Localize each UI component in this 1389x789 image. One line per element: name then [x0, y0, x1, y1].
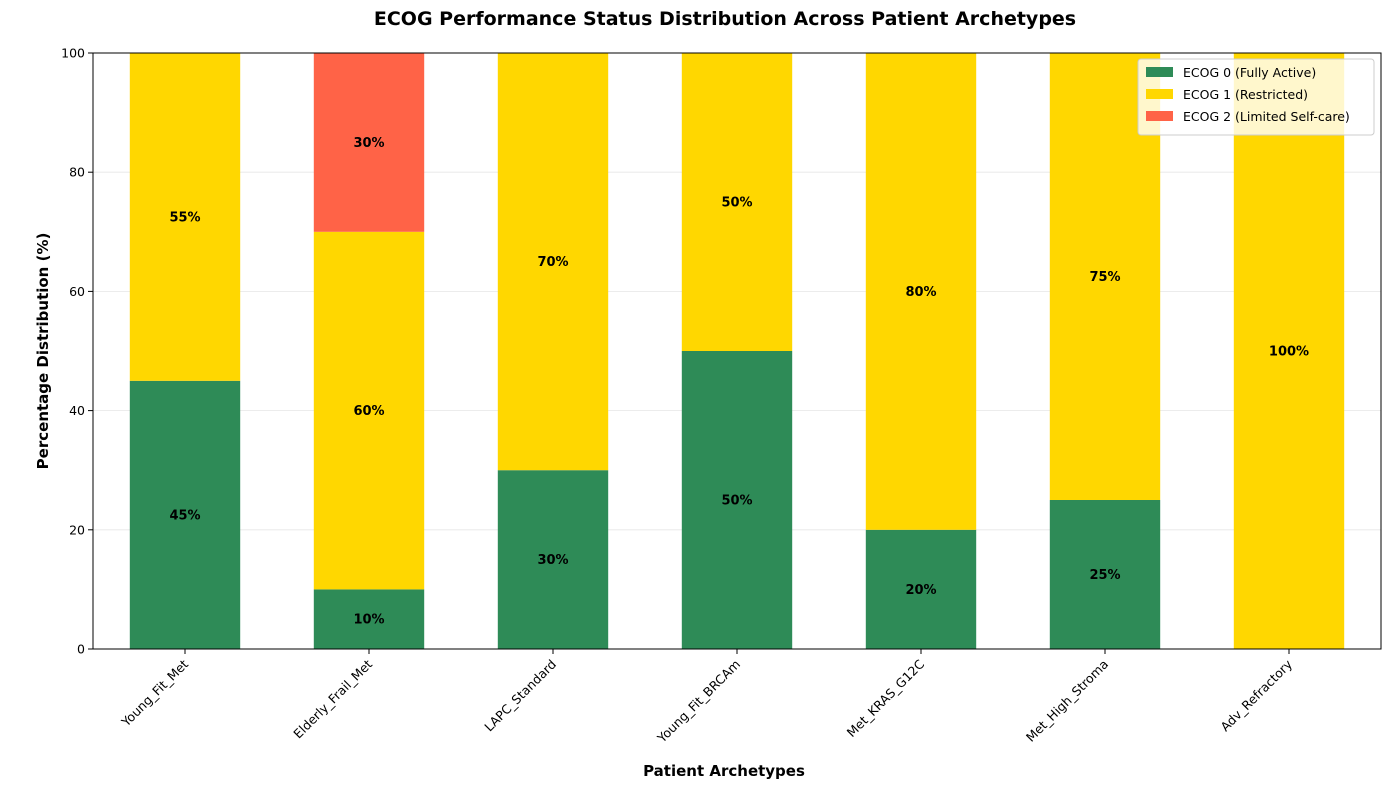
- x-tick-label: LAPC_Standard: [481, 657, 559, 735]
- bar-segment: [129, 53, 241, 381]
- bar-segment: [1049, 500, 1161, 649]
- bar-segment: [681, 53, 793, 351]
- data-label: 45%: [169, 508, 200, 523]
- bar-segment: [1233, 53, 1345, 649]
- data-label: 25%: [1089, 568, 1120, 583]
- legend-box: [1137, 58, 1375, 136]
- legend-label: ECOG 1 (Restricted): [1183, 87, 1308, 102]
- bar-segment: [129, 380, 241, 649]
- bar-segment: [865, 529, 977, 649]
- bar-segment: [681, 351, 793, 649]
- y-axis: 0 20 40 60 80 100: [61, 46, 93, 657]
- bar-segment: [313, 231, 425, 590]
- data-label: 30%: [537, 553, 568, 568]
- x-tick-label: Met_KRAS_G12C: [844, 656, 928, 740]
- legend-swatch: [1146, 67, 1173, 77]
- x-tick-label: Young_Fit_BRCAm: [654, 657, 744, 747]
- data-label: 55%: [169, 210, 200, 225]
- bar-segment: [865, 53, 977, 530]
- legend-swatch: [1146, 111, 1173, 121]
- x-tick-label: Adv_Refractory: [1217, 656, 1295, 734]
- x-axis-label: Patient Archetypes: [643, 762, 805, 780]
- bar-segment: [497, 470, 609, 649]
- legend-swatch: [1146, 89, 1173, 99]
- data-label: 60%: [353, 404, 384, 419]
- y-tick-label: 20: [69, 522, 85, 537]
- legend-label: ECOG 2 (Limited Self-care): [1183, 109, 1350, 124]
- data-label: 50%: [721, 494, 752, 509]
- data-labels: 45% 55% 10% 60% 30% 30% 70% 50% 50% 20% 80% 25% 75% 1…: [169, 136, 1309, 628]
- bar-segment: [313, 53, 425, 232]
- data-label: 50%: [721, 196, 752, 211]
- y-tick-label: 100: [61, 46, 85, 61]
- data-label: 30%: [353, 136, 384, 151]
- y-tick-label: 0: [77, 642, 85, 657]
- x-axis: Young_Fit_Met Elderly_Frail_Met LAPC_Stand…: [118, 649, 1296, 746]
- y-tick-label: 60: [69, 284, 85, 299]
- y-axis-label: Percentage Distribution (%): [34, 233, 52, 470]
- data-label: 10%: [353, 613, 384, 628]
- x-tick-label: Elderly_Frail_Met: [290, 656, 375, 741]
- data-label: 20%: [905, 583, 936, 598]
- y-tick-label: 40: [69, 403, 85, 418]
- bar-segment: [497, 53, 609, 471]
- legend-label: ECOG 0 (Fully Active): [1183, 65, 1316, 80]
- x-tick-label: Met_High_Stroma: [1023, 657, 1111, 745]
- legend: ECOG 0 (Fully Active) ECOG 1 (Restricted)…: [1137, 58, 1375, 136]
- y-tick-label: 80: [69, 165, 85, 180]
- data-label: 80%: [905, 285, 936, 300]
- bars: [129, 53, 1345, 649]
- data-label: 70%: [537, 255, 568, 270]
- chart-title: ECOG Performance Status Distribution Acr…: [374, 8, 1076, 30]
- data-label: 75%: [1089, 270, 1120, 285]
- x-tick-label: Young_Fit_Met: [118, 656, 192, 730]
- bar-segment: [313, 589, 425, 649]
- data-label: 100%: [1269, 345, 1309, 360]
